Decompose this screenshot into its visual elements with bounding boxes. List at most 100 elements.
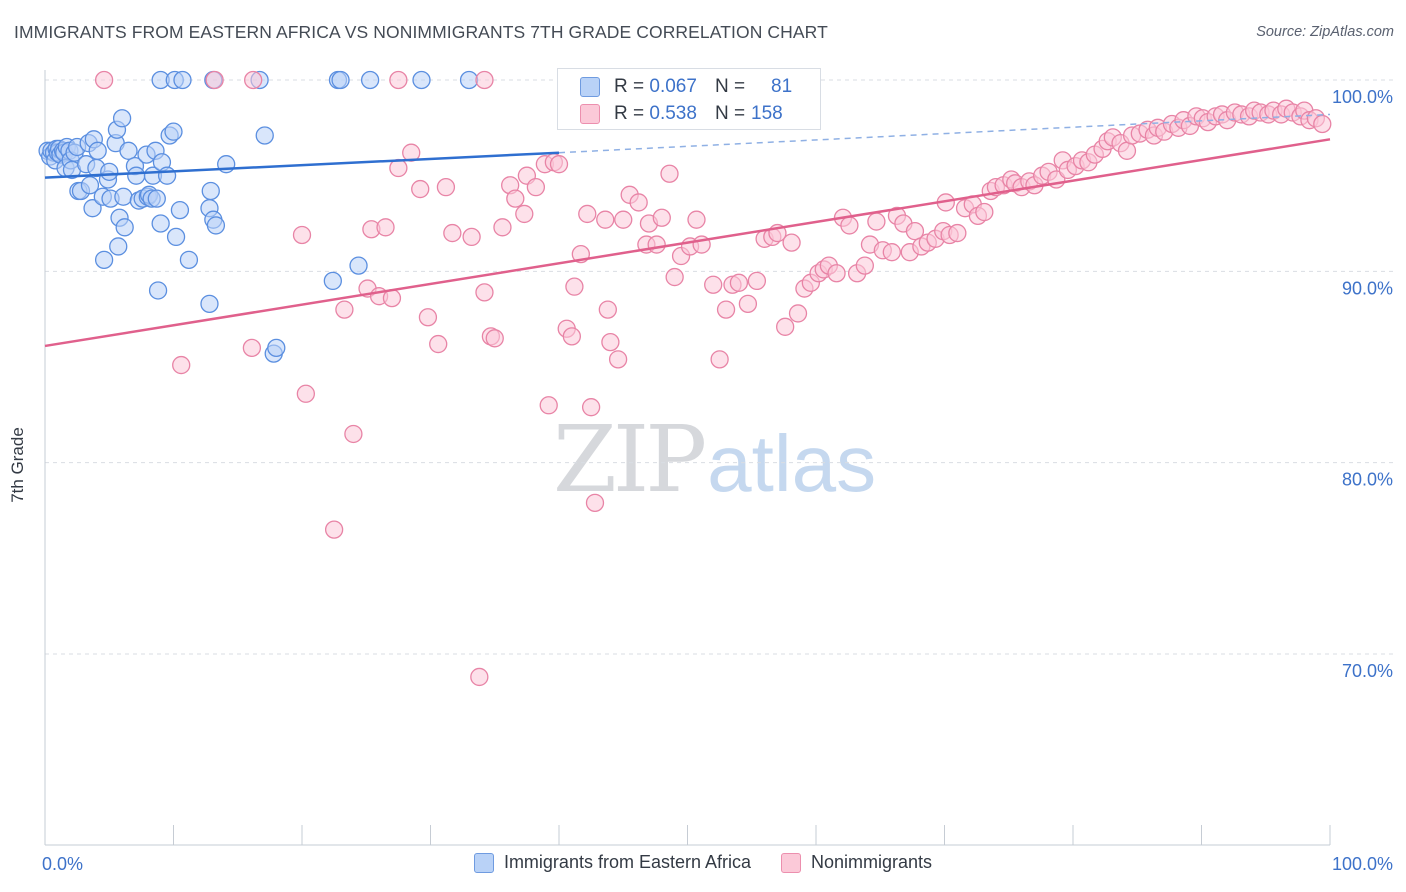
stats-row-nonimmigrants: R = 0.538 N = 158 [580,101,783,127]
nonimmigrants-point [389,70,408,90]
legend-item-nonimmigrants[interactable]: Nonimmigrants [781,852,932,873]
stats-legend: R = 0.067 N = 81 R = 0.538 N = 158 [557,68,821,130]
n-value: 81 [771,76,793,97]
immigrants-point [201,181,220,201]
immigrants-trend-extension [558,113,1331,154]
nonimmigrants-point [782,233,801,252]
nonimmigrants-point [1313,114,1332,134]
nonimmigrants-point [905,222,925,241]
nonimmigrants-point [389,158,408,178]
immigrants-point [200,294,219,314]
stats-row-immigrants: R = 0.067 N = 81 [580,74,792,100]
immigrants-point [179,250,199,270]
nonimmigrants-point [578,204,597,224]
nonimmigrants-point [827,264,846,283]
nonimmigrants-point [324,520,344,539]
immigrants-legend-swatch [473,852,494,873]
trend-lines [44,113,1331,348]
nonimmigrants-point [526,177,546,197]
legend-item-immigrants[interactable]: Immigrants from Eastern Africa [473,852,752,873]
nonimmigrants-point [598,300,617,319]
nonimmigrants-point [601,332,620,352]
immigrants-point [83,199,102,218]
immigrants-point [100,162,119,181]
nonimmigrants-point [549,155,569,174]
immigrants-point [157,166,177,185]
source-label: Source: ZipAtlas.com [1256,24,1394,40]
nonimmigrants-point [738,294,758,314]
series-nonimmigrants-points [94,70,1332,687]
nonimmigrants-point [485,329,504,348]
immigrants-point [170,200,190,220]
r-label: R = [614,103,645,124]
immigrants-point [151,214,170,233]
nonimmigrants-point [242,338,262,358]
nonimmigrants-point [687,210,706,229]
nonimmigrants-point [443,223,462,243]
nonimmigrants-swatch [580,104,600,124]
nonimmigrants-point [975,202,994,222]
nonimmigrants-point [515,204,534,224]
immigrants-point [331,70,350,90]
x-tick-label-max: 100.0% [1332,854,1393,874]
nonimmigrants-point [704,275,723,294]
immigrants-point [80,176,100,195]
nonimmigrants-point [788,304,808,323]
n-value: 158 [751,103,783,124]
tick-labels: 70.0% 80.0% 90.0% 100.0% 0.0% 100.0% [42,87,1393,874]
nonimmigrants-point [665,267,684,287]
nonimmigrants-point [1117,141,1137,160]
nonimmigrants-point [539,396,558,415]
r-label: R = [614,76,645,97]
zipatlas-watermark: ZIPatlas [553,406,876,513]
nonimmigrants-point [585,493,605,512]
y-tick-label: 80.0% [1342,470,1393,490]
r-value: 0.067 [649,76,697,97]
nonimmigrants-point [335,300,354,319]
nonimmigrants-point [475,70,494,90]
x-tick-label-min: 0.0% [42,854,83,874]
immigrants-point [119,141,138,160]
nonimmigrants-point [462,227,481,247]
nonimmigrants-point [205,70,224,90]
nonimmigrants-point [948,223,967,243]
nonimmigrants-point [867,212,886,231]
immigrants-swatch [580,77,600,97]
nonimmigrants-point [506,189,525,208]
immigrants-point [173,70,192,90]
nonimmigrants-trend-line [44,138,1331,348]
watermark-zip: ZIP [553,406,707,513]
nonimmigrants-point [729,273,749,292]
watermark-atlas: atlas [707,419,877,508]
immigrants-point [88,141,107,160]
nonimmigrants-point [747,271,767,291]
nonimmigrants-point [565,277,584,296]
nonimmigrants-point [710,350,729,369]
immigrants-point [360,70,380,90]
nonimmigrants-point [581,398,601,417]
nonimmigrants-point [475,283,494,302]
immigrants-point [148,281,168,300]
y-axis-title: 7th Grade [8,427,27,503]
axes [44,70,1331,846]
nonimmigrants-point [647,235,666,254]
series-immigrants-points [38,70,479,363]
nonimmigrants-point [470,667,489,687]
nonimmigrants-point [172,355,191,375]
r-value: 0.538 [649,103,697,124]
y-tick-label: 100.0% [1332,87,1393,107]
immigrants-point [166,227,186,247]
immigrants-point [412,70,431,90]
immigrants-point [94,250,114,270]
nonimmigrants-legend-swatch [781,852,802,873]
nonimmigrants-point [292,225,312,245]
nonimmigrants-point [562,327,581,346]
immigrants-point [109,237,128,256]
nonimmigrants-point [716,300,736,319]
nonimmigrants-point [614,210,633,229]
nonimmigrants-point [608,350,628,369]
legend-label-immigrants: Immigrants from Eastern Africa [503,852,752,872]
nonimmigrants-point [344,424,363,444]
n-label: N = [714,76,746,97]
